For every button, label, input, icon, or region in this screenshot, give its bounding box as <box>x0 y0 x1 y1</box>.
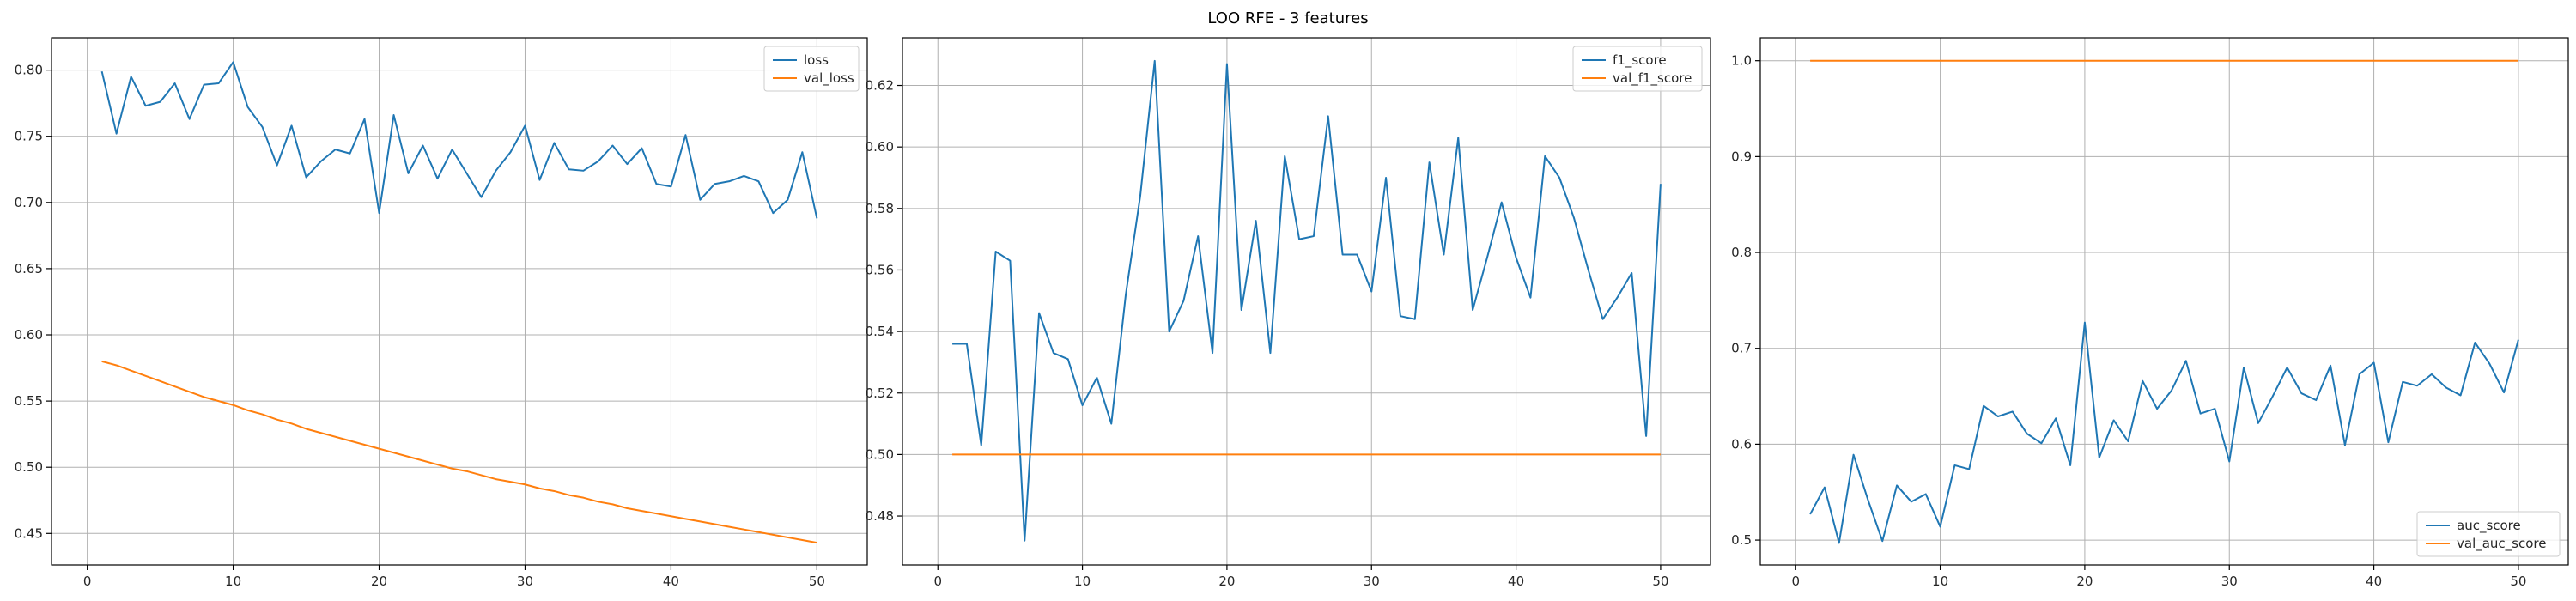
y-tick-label: 0.8 <box>1731 245 1752 260</box>
y-tick-label: 0.7 <box>1731 341 1752 356</box>
series-line-loss <box>100 61 818 219</box>
x-tick-label: 10 <box>1074 574 1091 589</box>
y-tick-label: 0.48 <box>866 508 894 524</box>
y-tick-label: 0.60 <box>15 327 43 343</box>
x-tick-label: 30 <box>517 574 533 589</box>
x-tick-label: 0 <box>1791 574 1800 589</box>
legend-label-val_f1_score: val_f1_score <box>1613 70 1692 87</box>
figure-title: LOO RFE - 3 features <box>1207 9 1368 27</box>
legend: loss val_loss <box>763 46 860 92</box>
x-tick-label: 10 <box>1932 574 1948 589</box>
y-tick-label: 0.56 <box>866 262 894 277</box>
y-tick-label: 0.50 <box>15 459 43 475</box>
x-tick-label: 0 <box>83 574 92 589</box>
x-tick-label: 50 <box>809 574 825 589</box>
y-tick-label: 1.0 <box>1731 53 1752 69</box>
x-tick-label: 20 <box>371 574 387 589</box>
y-tick-label: 0.75 <box>15 129 43 144</box>
axes-frame <box>1759 37 2569 566</box>
legend-label-f1_score: f1_score <box>1613 52 1667 69</box>
axes-frame <box>51 37 868 566</box>
legend-box <box>1572 46 1703 92</box>
series-line-val_loss <box>101 360 817 544</box>
x-tick-label: 20 <box>1218 574 1235 589</box>
x-tick-label: 40 <box>2366 574 2382 589</box>
x-tick-label: 40 <box>1508 574 1524 589</box>
y-tick-label: 0.50 <box>866 446 894 462</box>
y-tick-label: 0.6 <box>1731 436 1752 452</box>
y-tick-label: 0.80 <box>15 63 43 78</box>
legend: auc_score val_auc_score <box>2416 511 2561 557</box>
x-tick-label: 50 <box>1652 574 1668 589</box>
legend-box <box>763 46 860 92</box>
y-tick-label: 0.58 <box>866 201 894 216</box>
axes-frame <box>902 37 1711 566</box>
x-tick-label: 20 <box>2076 574 2093 589</box>
y-tick-label: 0.9 <box>1731 149 1752 164</box>
y-tick-label: 0.70 <box>15 195 43 210</box>
y-tick-label: 0.60 <box>866 139 894 155</box>
y-tick-label: 0.5 <box>1731 532 1752 548</box>
series-line-auc_score <box>1809 321 2519 544</box>
y-tick-label: 0.45 <box>15 525 43 541</box>
x-tick-label: 0 <box>933 574 942 589</box>
x-tick-label: 40 <box>663 574 679 589</box>
legend-label-auc_score: auc_score <box>2457 518 2521 534</box>
y-tick-label: 0.54 <box>866 324 894 339</box>
subplot-2: 0 10 20 30 40 50 0.48 0.50 0.52 0.54 0.56 0.58 0.60 0… <box>866 37 1711 589</box>
series-line-f1_score <box>952 59 1662 542</box>
x-tick-label: 10 <box>225 574 241 589</box>
y-tick-label: 0.55 <box>15 393 43 409</box>
legend-label-val_auc_score: val_auc_score <box>2457 536 2547 552</box>
subplot-3: 0 10 20 30 40 50 0.5 0.6 0.7 0.8 0.9 1.0 auc_scoreva… <box>1731 37 2569 589</box>
x-tick-label: 30 <box>1364 574 1380 589</box>
y-tick-label: 0.62 <box>866 78 894 94</box>
x-tick-label: 30 <box>2221 574 2238 589</box>
x-tick-label: 50 <box>2510 574 2526 589</box>
y-tick-label: 0.65 <box>15 261 43 276</box>
subplot-1: 0 10 20 30 40 50 0.45 0.50 0.55 0.60 0.65 0.70 0.75 0… <box>15 37 868 589</box>
legend-label-val_loss: val_loss <box>804 70 854 87</box>
legend-box <box>2416 511 2561 557</box>
y-tick-label: 0.52 <box>866 385 894 401</box>
legend-label-loss: loss <box>804 52 829 68</box>
subplots: 0 10 20 30 40 500.450.500.550.600.650.700.750… <box>15 37 2569 589</box>
